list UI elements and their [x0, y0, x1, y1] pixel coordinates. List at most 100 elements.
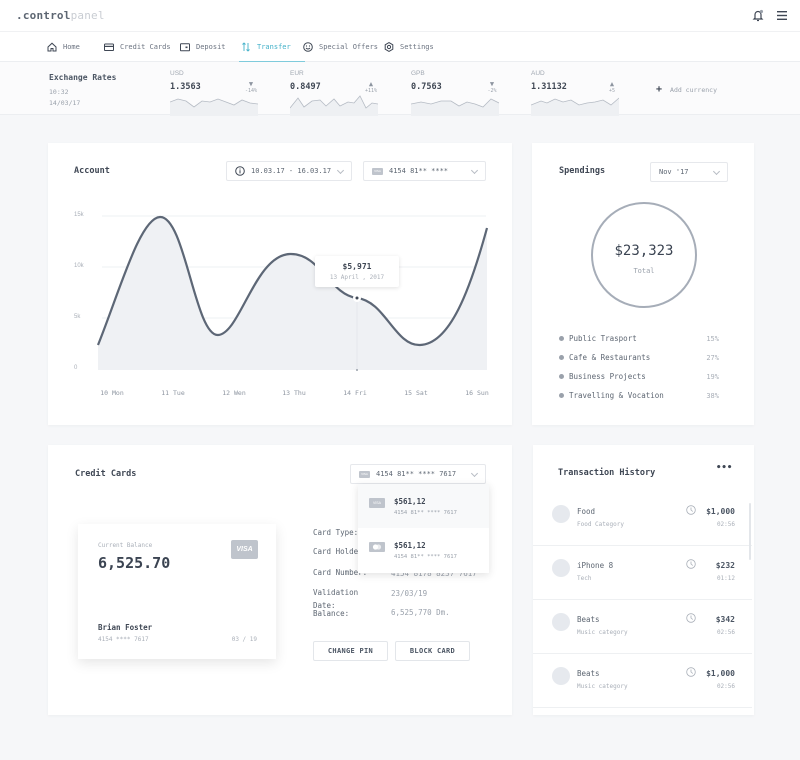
transaction-scrollbar[interactable] — [749, 503, 751, 560]
card-select-value: 4154 81** **** — [389, 167, 449, 175]
nav-item-credit-cards[interactable]: Credit Cards — [104, 32, 171, 62]
validation-value: 23/03/19 — [391, 589, 428, 598]
currency-code: EUR — [290, 70, 304, 77]
logo-light: panel — [70, 9, 105, 22]
usd-sparkline — [170, 98, 258, 116]
date-range-dropdown[interactable]: 10.03.17 - 16.03.17 — [226, 161, 352, 181]
y-tick: 5k — [74, 314, 81, 320]
spendings-title: Spendings — [559, 166, 606, 176]
transaction-subtitle: Food Category — [577, 521, 624, 528]
logo[interactable]: .controlpanel — [16, 9, 105, 22]
currency-change: ▲ +5 — [605, 80, 619, 95]
credit-card-visual[interactable]: Current Balance 6,525.70 VISA Brian Fost… — [78, 524, 276, 659]
transaction-row[interactable]: Food Food Category $1,000 02:56 — [533, 492, 752, 546]
x-tick: 14 Fri — [343, 389, 367, 397]
currency-usd[interactable]: USD 1.3563 ▼ -14% — [170, 70, 258, 116]
card-option-amount: $561,12 — [394, 497, 426, 506]
card-number: 4154 **** 7617 — [98, 636, 149, 643]
transaction-subtitle: Music category — [577, 629, 628, 636]
currency-value: 1.31132 — [531, 82, 567, 92]
exchange-rates-bar: Exchange Rates 10:32 14/03/17 USD 1.3563… — [0, 62, 800, 116]
currency-code: AUD — [531, 70, 545, 77]
nav-item-deposit[interactable]: Deposit — [180, 32, 226, 62]
tooltip-date: 13 April , 2017 — [329, 274, 385, 281]
spendings-month-dropdown[interactable]: Nov '17 — [650, 162, 728, 182]
visa-icon: VISA — [372, 167, 383, 175]
transaction-amount: $1,000 — [706, 669, 735, 678]
block-card-button[interactable]: BLOCK CARD — [395, 641, 470, 661]
credit-cards-title: Credit Cards — [75, 469, 137, 479]
nav-item-settings[interactable]: Settings — [384, 32, 434, 62]
spendings-total-label: Total — [633, 267, 655, 275]
bullet-icon — [559, 374, 564, 379]
x-tick: 13 Thu — [282, 389, 306, 397]
more-options-icon[interactable]: ••• — [716, 463, 733, 473]
currency-change: ▼ -2% — [485, 81, 499, 95]
card-option[interactable]: $561,12 4154 81** **** 7617 — [358, 528, 489, 572]
spendings-total-ring: $23,323 Total — [591, 202, 697, 308]
spending-category: Business Projects 19% — [559, 372, 719, 381]
transaction-title: Beats — [577, 669, 600, 678]
nav-label: Home — [63, 43, 80, 51]
chevron-down-icon — [470, 469, 479, 478]
card-option-number: 4154 81** **** 7617 — [394, 510, 457, 516]
transaction-subtitle: Music category — [577, 683, 628, 690]
chevron-down-icon — [712, 167, 721, 176]
currency-gpb[interactable]: GPB 0.7563 ▼ -2% — [411, 70, 499, 116]
x-tick: 10 Mon — [100, 389, 124, 397]
add-currency-label: Add currency — [670, 85, 717, 94]
balance-value: 6,525.70 — [98, 554, 171, 572]
notification-bell-icon[interactable] — [752, 9, 764, 22]
main-nav: Home Credit Cards Deposit Transfer Speci… — [0, 31, 800, 63]
nav-label: Credit Cards — [120, 43, 171, 51]
transaction-amount: $1,000 — [706, 507, 735, 516]
add-currency-button[interactable]: + Add currency — [656, 84, 717, 95]
transaction-history-title: Transaction History — [558, 468, 656, 478]
transaction-row[interactable]: Beats Music category $342 02:56 — [533, 600, 752, 654]
transaction-amount: $232 — [715, 561, 735, 570]
account-card-dropdown[interactable]: VISA 4154 81** **** — [363, 161, 486, 181]
currency-code: GPB — [411, 70, 425, 77]
transaction-row[interactable]: iPhone 8 Tech $232 01:12 — [533, 546, 752, 600]
currency-aud[interactable]: AUD 1.31132 ▲ +5 — [531, 70, 619, 116]
change-pin-button[interactable]: CHANGE PIN — [313, 641, 388, 661]
card-option-number: 4154 81** **** 7617 — [394, 554, 457, 560]
selected-card: 4154 81** **** 7617 — [376, 470, 457, 478]
currency-change: ▲ +11% — [364, 80, 378, 95]
avatar — [552, 613, 570, 631]
transaction-title: iPhone 8 — [577, 561, 614, 570]
card-type-label: Card Type: — [313, 528, 359, 537]
tooltip-value: $5,971 — [342, 262, 372, 271]
currency-eur[interactable]: EUR 0.8497 ▲ +11% — [290, 70, 378, 116]
visa-icon: VISA — [369, 498, 385, 508]
arrow-up-icon: ▲ — [609, 80, 615, 88]
balance-label: Current Balance — [98, 542, 153, 549]
balance-label: Date: Balance: — [313, 601, 350, 618]
transaction-time: 02:56 — [716, 629, 735, 636]
transaction-row[interactable]: Beats Music category $1,000 02:56 — [533, 654, 752, 708]
nav-label: Settings — [400, 43, 434, 51]
wallet-icon — [180, 43, 190, 52]
transaction-title: Beats — [577, 615, 600, 624]
nav-item-special-offers[interactable]: Special Offers — [303, 32, 378, 62]
x-tick: 11 Tue — [161, 389, 185, 397]
nav-label: Transfer — [257, 43, 291, 51]
avatar — [552, 559, 570, 577]
clock-icon — [686, 559, 696, 569]
gpb-sparkline — [411, 98, 499, 116]
hamburger-menu-icon[interactable] — [777, 11, 787, 20]
nav-item-home[interactable]: Home — [47, 32, 80, 62]
y-tick: 0 — [74, 365, 78, 371]
card-option-amount: $561,12 — [394, 541, 426, 550]
card-dropdown-menu: VISA $561,12 4154 81** **** 7617 $561,12… — [358, 484, 489, 573]
spending-category: Travelling & Vocation 38% — [559, 391, 719, 400]
x-tick: 16 Sun — [465, 389, 489, 397]
clock-icon — [686, 505, 696, 515]
transaction-title: Food — [577, 507, 596, 516]
credit-card-dropdown[interactable]: VISA 4154 81** **** 7617 — [350, 464, 486, 484]
mastercard-icon — [369, 542, 385, 552]
card-option[interactable]: VISA $561,12 4154 81** **** 7617 — [358, 484, 489, 528]
plus-icon: + — [656, 84, 663, 95]
currency-change: ▼ -14% — [244, 80, 258, 95]
